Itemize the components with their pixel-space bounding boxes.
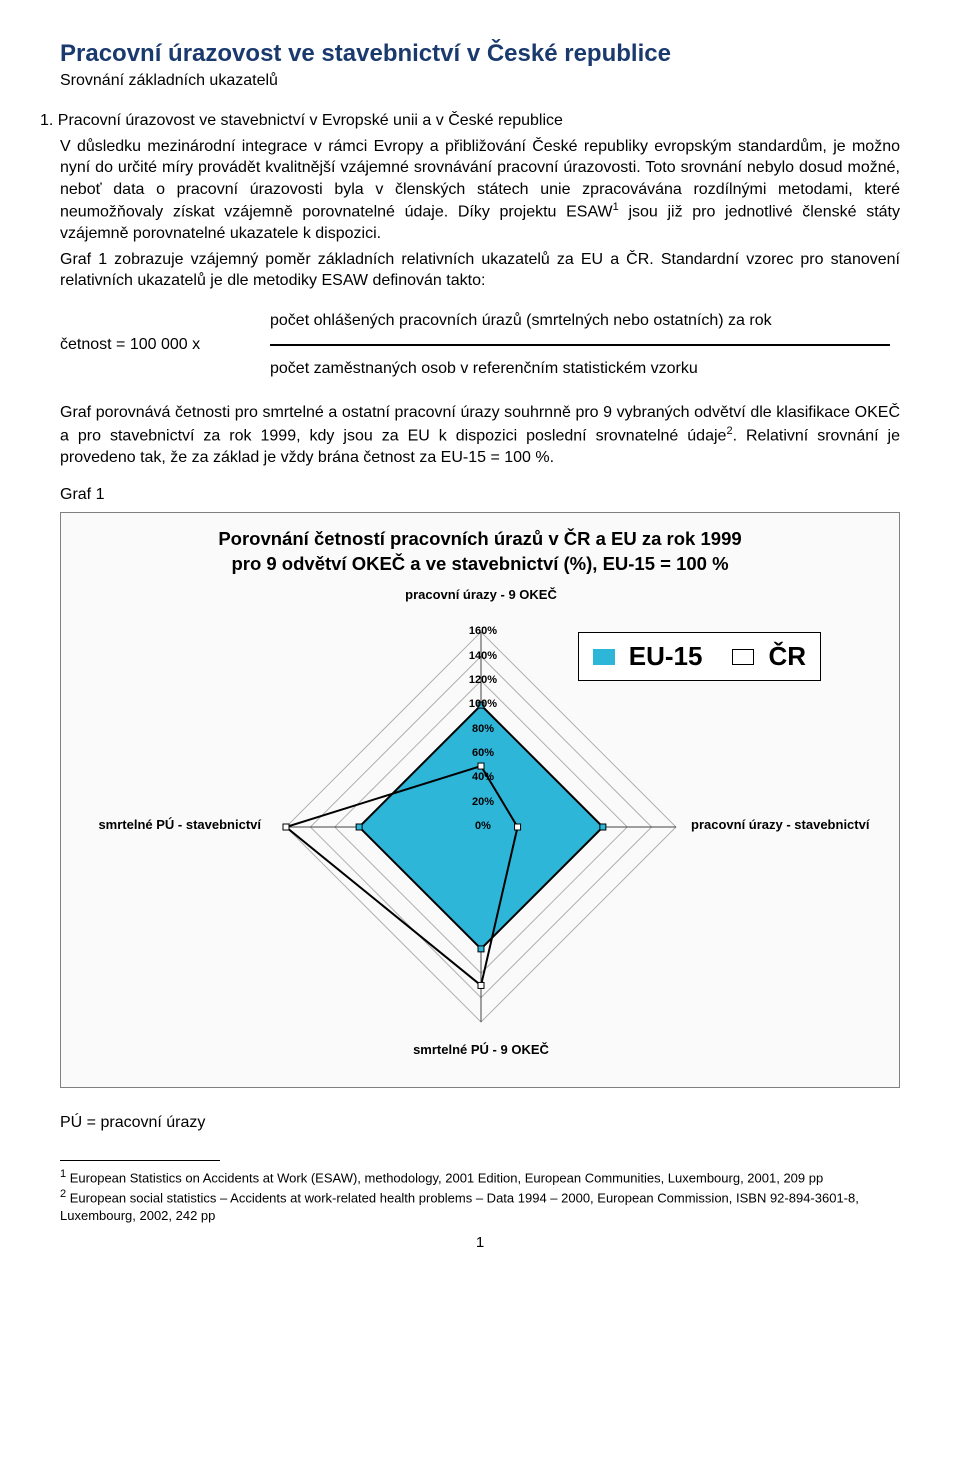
formula-numerator: počet ohlášených pracovních úrazů (smrte… [270, 312, 900, 330]
page-title: Pracovní úrazovost ve stavebnictví v Čes… [60, 40, 900, 68]
legend-swatch-eu15 [593, 649, 615, 665]
axis-label-bottom: smrtelné PÚ - 9 OKEČ [81, 1042, 881, 1057]
radar-tick: 60% [463, 747, 503, 759]
chart-title-line2: pro 9 odvětví OKEČ a ve stavebnictví (%)… [231, 553, 728, 574]
legend-label-eu15: EU-15 [629, 641, 703, 672]
pu-definition: PÚ = pracovní úrazy [60, 1114, 900, 1132]
footnote-1-text: European Statistics on Accidents at Work… [70, 1170, 823, 1185]
paragraph-2: Graf 1 zobrazuje vzájemný poměr základní… [60, 249, 900, 292]
graf-1-label: Graf 1 [60, 486, 900, 504]
page-number: 1 [60, 1234, 900, 1251]
radar-tick: 160% [463, 625, 503, 637]
paragraph-1: V důsledku mezinárodní integrace v rámci… [60, 136, 900, 245]
legend-label-cr: ČR [768, 641, 806, 672]
footnote-rule [60, 1160, 220, 1161]
footnote-1: 1 European Statistics on Accidents at Wo… [60, 1167, 900, 1187]
page-subtitle: Srovnání základních ukazatelů [60, 72, 900, 90]
section-1-heading: 1. Pracovní úrazovost ve stavebnictví v … [60, 110, 900, 132]
radar-tick: 100% [463, 698, 503, 710]
radar-tick: 40% [463, 771, 503, 783]
chart-legend: EU-15 ČR [578, 632, 821, 681]
paragraph-3: Graf porovnává četnosti pro smrtelné a o… [60, 402, 900, 468]
footnote-2: 2 European social statistics – Accidents… [60, 1187, 900, 1224]
fraction-line [270, 344, 890, 346]
radar-tick: 20% [463, 796, 503, 808]
radar-chart: pracovní úrazy - 9 OKEČ pracovní úrazy -… [81, 587, 881, 1057]
axis-label-left: smrtelné PÚ - stavebnictví [81, 817, 261, 832]
formula-denominator: počet zaměstnaných osob v referenčním st… [270, 360, 900, 378]
footnote-2-text: European social statistics – Accidents a… [60, 1191, 859, 1223]
radar-tick: 80% [463, 723, 503, 735]
axis-label-top: pracovní úrazy - 9 OKEČ [81, 587, 881, 602]
radar-tick: 120% [463, 674, 503, 686]
formula-lhs: četnost = 100 000 x [60, 336, 260, 354]
chart-title: Porovnání četností pracovních úrazů v ČR… [81, 527, 879, 577]
legend-swatch-cr [732, 649, 754, 665]
chart-title-line1: Porovnání četností pracovních úrazů v ČR… [218, 528, 741, 549]
chart-container: Porovnání četností pracovních úrazů v ČR… [60, 512, 900, 1088]
radar-tick: 0% [463, 820, 503, 832]
formula-block: počet ohlášených pracovních úrazů (smrte… [60, 312, 900, 378]
radar-tick: 140% [463, 650, 503, 662]
axis-label-right: pracovní úrazy - stavebnictví [691, 817, 881, 832]
